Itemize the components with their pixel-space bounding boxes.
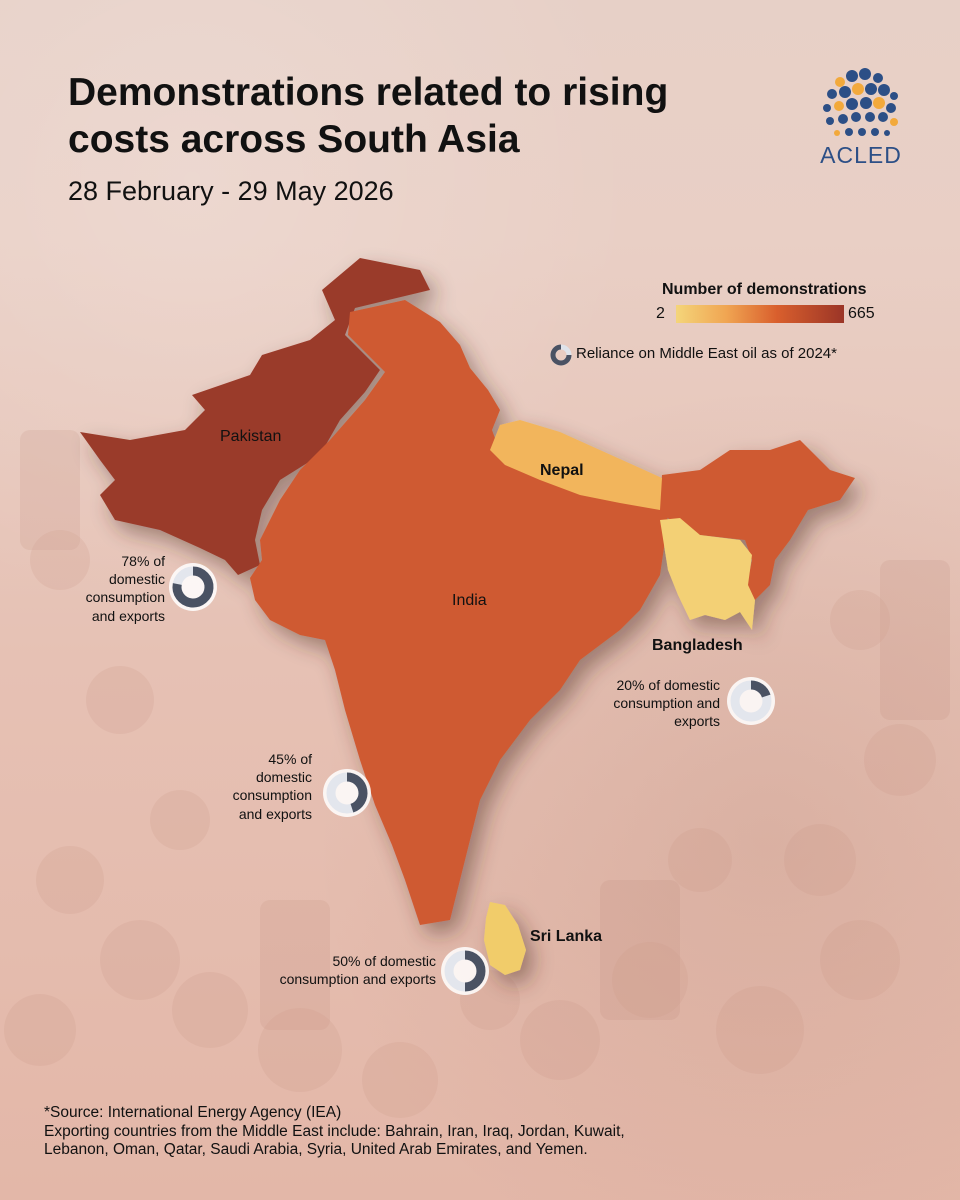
pakistan-region bbox=[80, 258, 430, 575]
date-range-subtitle: 28 February - 29 May 2026 bbox=[68, 176, 394, 206]
bangladesh-reliance-donut bbox=[727, 677, 775, 725]
map-label-nepal: Nepal bbox=[540, 462, 584, 479]
source-line-1: *Source: International Energy Agency (IE… bbox=[44, 1104, 342, 1121]
donut-value-arc bbox=[346, 772, 368, 813]
donut-value-arc bbox=[464, 950, 486, 992]
india-reliance-donut bbox=[323, 769, 371, 817]
pakistan-reliance-donut bbox=[169, 563, 217, 611]
callout-pakistan: 78% of domestic consumption and exports bbox=[85, 553, 165, 624]
legend-color-scale bbox=[676, 305, 844, 323]
acled-globe-dots-icon bbox=[823, 68, 898, 136]
map-label-pakistan: Pakistan bbox=[220, 428, 282, 445]
legend-min-value: 2 bbox=[656, 305, 665, 322]
source-note: *Source: International Energy Agency (IE… bbox=[44, 1104, 924, 1160]
india-region bbox=[250, 300, 855, 925]
callout-pakistan-pct: 78% bbox=[121, 553, 150, 569]
legend-title: Number of demonstrations bbox=[662, 281, 867, 298]
callout-sri-lanka-pct: 50% bbox=[332, 953, 361, 969]
bangladesh-region bbox=[660, 518, 755, 630]
nepal-region bbox=[490, 420, 662, 510]
acled-logo-text: ACLED bbox=[820, 142, 902, 168]
sri-lanka-region bbox=[484, 902, 526, 975]
donut-value-arc bbox=[750, 680, 771, 698]
source-line-3: Lebanon, Oman, Qatar, Saudi Arabia, Syri… bbox=[44, 1141, 588, 1159]
callout-bangladesh: 20% of domestic consumption and exports bbox=[613, 677, 720, 730]
source-line-2: Exporting countries from the Middle East… bbox=[44, 1122, 625, 1140]
callout-india-pct: 45% bbox=[268, 751, 297, 767]
page-title: Demonstrations related to rising costs a… bbox=[68, 71, 669, 161]
map-label-bangladesh: Bangladesh bbox=[652, 637, 743, 654]
callout-india: 45% of domestic consumption and exports bbox=[232, 751, 312, 822]
reliance-donut-icon bbox=[550, 344, 572, 366]
map-label-india: India bbox=[452, 592, 487, 609]
sri-lanka-reliance-donut bbox=[441, 947, 489, 995]
donut-value-arc bbox=[172, 566, 214, 608]
reliance-legend-label: Reliance on Middle East oil as of 2024* bbox=[576, 345, 837, 362]
legend-max-value: 665 bbox=[848, 305, 875, 322]
map-label-sri-lanka: Sri Lanka bbox=[530, 928, 603, 945]
callout-bangladesh-pct: 20% bbox=[616, 677, 645, 693]
callout-sri-lanka: 50% of domestic consumption and exports bbox=[279, 953, 436, 988]
